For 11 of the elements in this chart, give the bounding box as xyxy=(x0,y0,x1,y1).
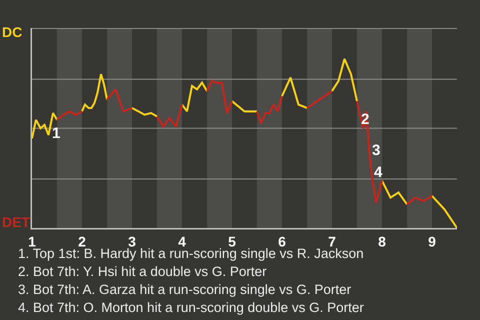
text: 3. Bot 7th: A. Garza hit a run-scoring single vs G. Porter xyxy=(18,282,352,297)
annotation: 4 xyxy=(374,164,383,181)
x-tick-label: 8 xyxy=(378,233,386,250)
annotation: 2 xyxy=(361,111,370,128)
text: DC xyxy=(2,24,22,40)
text: DET xyxy=(2,214,30,230)
annotation: 3 xyxy=(372,142,380,159)
text: 4. Bot 7th: O. Morton hit a run-scoring double vs G. Porter xyxy=(18,300,364,315)
x-tick-label: 9 xyxy=(428,233,436,250)
annotation: 1 xyxy=(52,125,60,142)
text: 2. Bot 7th: Y. Hsi hit a double vs G. Porter xyxy=(18,264,268,279)
